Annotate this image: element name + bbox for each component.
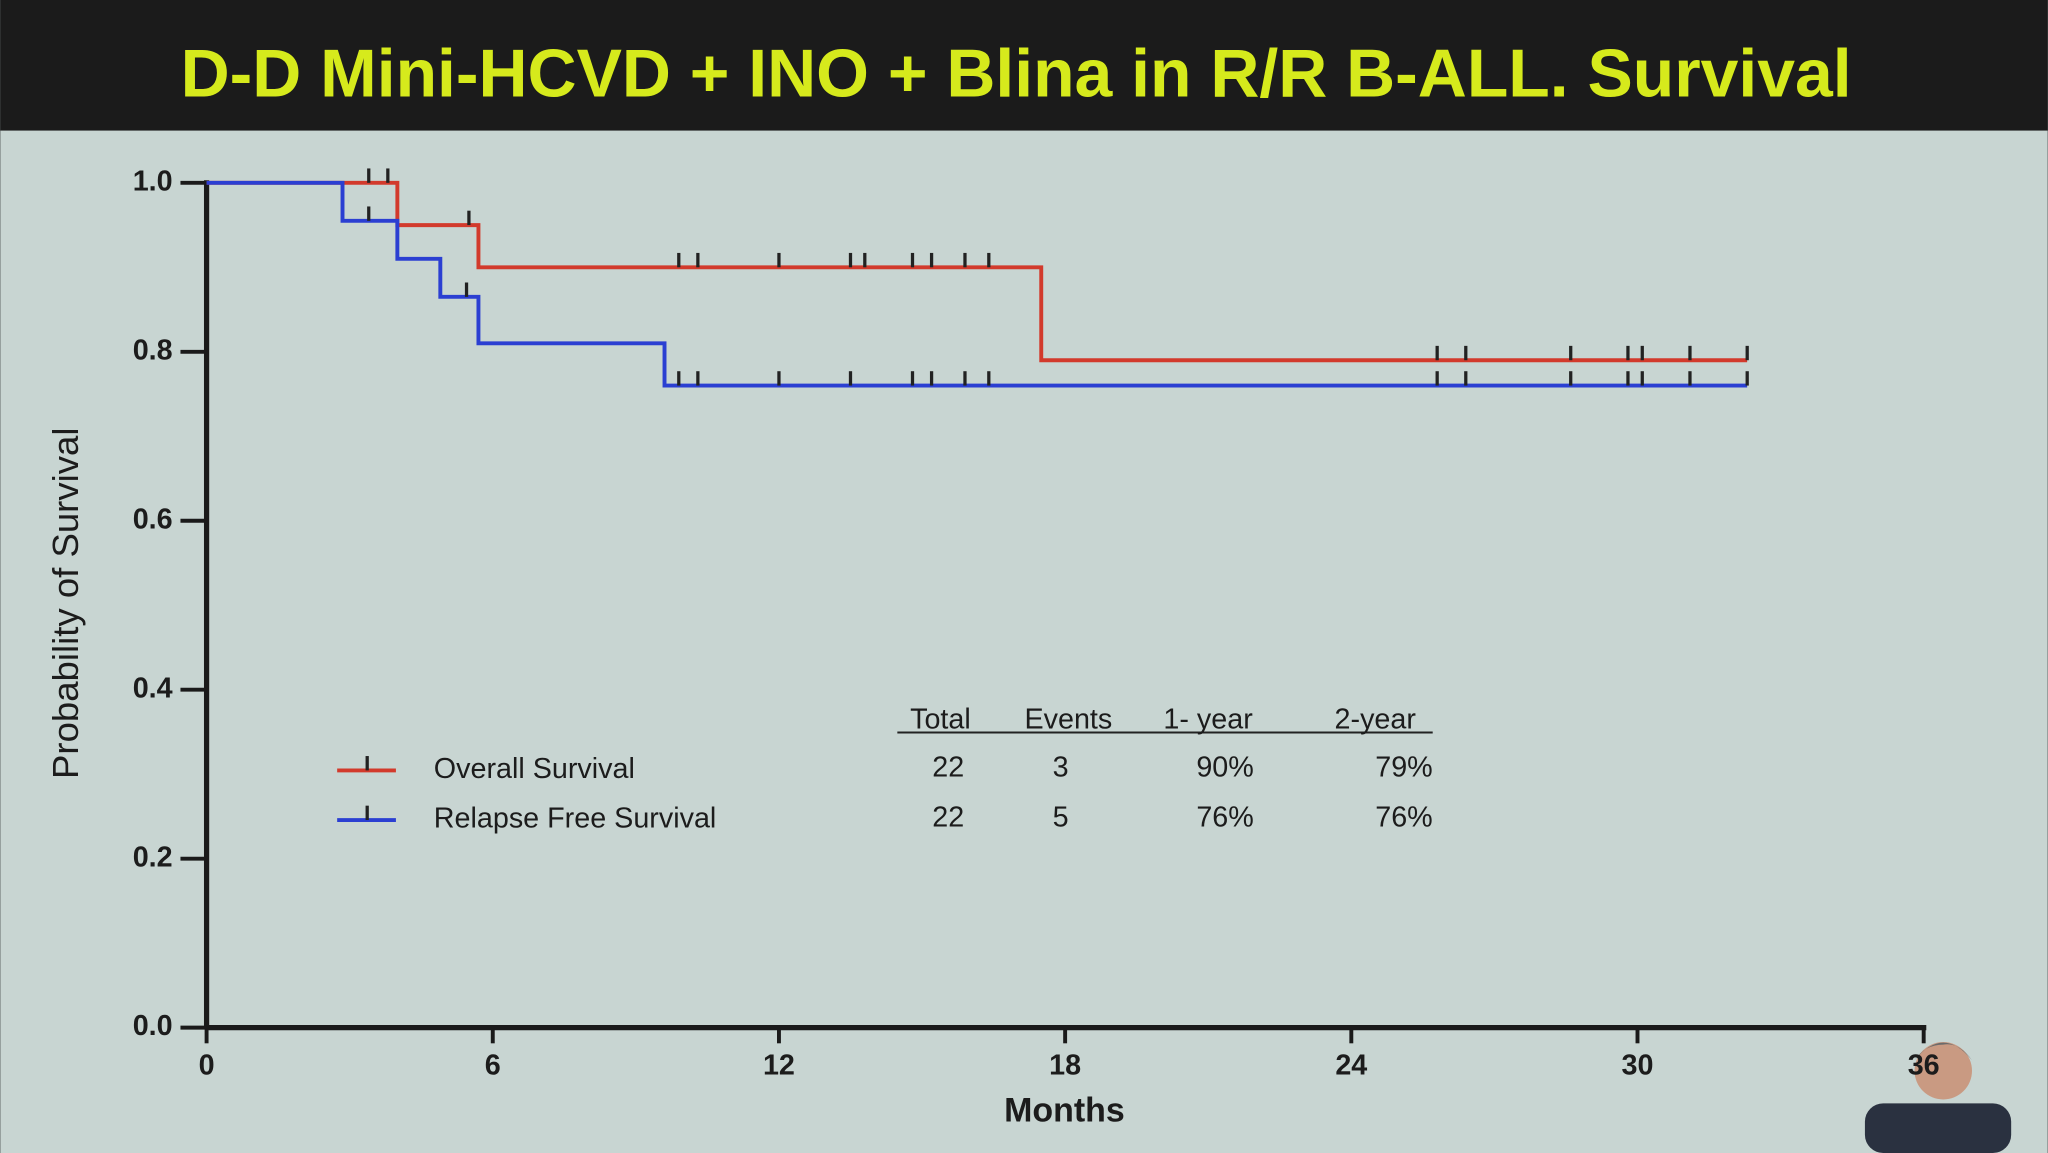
legend-label: Overall Survival — [434, 753, 635, 785]
y-tick-label: 0.6 — [133, 503, 173, 535]
x-tick-label: 36 — [1908, 1049, 1940, 1081]
table-header: Events — [1024, 703, 1112, 735]
y-tick-label: 0.2 — [133, 841, 173, 873]
x-tick-label: 30 — [1622, 1049, 1654, 1081]
y-tick-label: 0.0 — [133, 1010, 173, 1042]
table-cell: 76% — [1196, 801, 1253, 833]
table-header: 1- year — [1163, 703, 1253, 735]
table-cell: 90% — [1196, 752, 1253, 784]
table-cell: 5 — [1053, 801, 1069, 833]
slide-title: D-D Mini-HCVD + INO + Blina in R/R B-ALL… — [181, 36, 1852, 111]
table-cell: 79% — [1375, 752, 1432, 784]
title-band — [0, 0, 2048, 131]
legend-label: Relapse Free Survival — [434, 803, 717, 835]
x-tick-label: 6 — [485, 1049, 501, 1081]
x-tick-label: 12 — [763, 1049, 795, 1081]
y-tick-label: 1.0 — [133, 165, 173, 197]
table-cell: 3 — [1053, 752, 1069, 784]
x-tick-label: 0 — [199, 1049, 215, 1081]
survival-curve — [206, 180, 1748, 363]
table-cell: 22 — [932, 752, 964, 784]
y-tick-label: 0.4 — [133, 672, 173, 704]
presenter — [1864, 1042, 2012, 1153]
y-tick-label: 0.8 — [133, 334, 173, 366]
x-tick-label: 18 — [1049, 1049, 1081, 1081]
x-tick-label: 24 — [1335, 1049, 1367, 1081]
table-cell: 22 — [932, 801, 964, 833]
x-axis-label: Months — [1004, 1091, 1125, 1129]
y-axis-label: Probability of Survival — [45, 428, 86, 779]
table-header: Total — [910, 703, 971, 735]
table-header: 2-year — [1335, 703, 1417, 735]
survival-curve — [206, 180, 1748, 388]
table-cell: 76% — [1375, 801, 1432, 833]
